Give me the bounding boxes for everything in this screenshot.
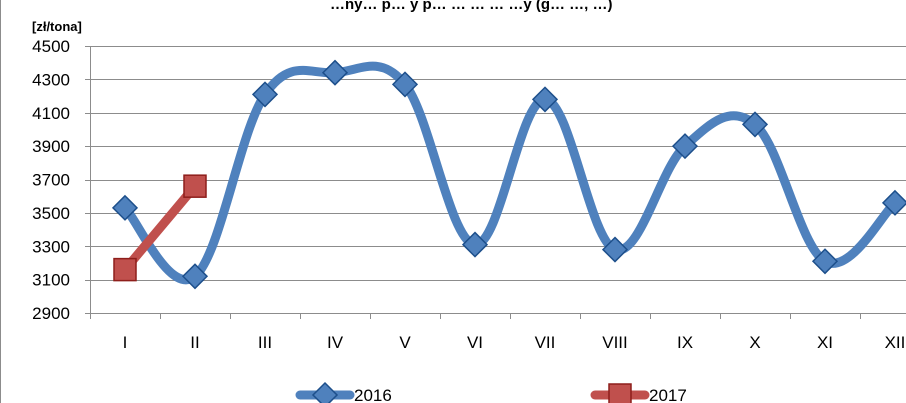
y-tick-label: 4300 xyxy=(32,70,70,89)
x-tick-label: I xyxy=(123,333,128,352)
x-tick-label: II xyxy=(190,333,199,352)
series-2016 xyxy=(111,59,906,290)
x-tick-label: X xyxy=(749,333,760,352)
x-tick-label: IX xyxy=(677,333,693,352)
data-point-2016-VII xyxy=(531,86,559,113)
series-line-2017 xyxy=(120,181,200,275)
data-series xyxy=(111,59,906,290)
y-tick-label: 3100 xyxy=(32,271,70,290)
data-point-2016-X xyxy=(741,111,769,138)
y-tick-label: 3900 xyxy=(32,137,70,156)
x-tick-label: VII xyxy=(535,333,556,352)
data-point-2016-IX xyxy=(671,133,699,160)
legend-label: 2017 xyxy=(649,386,687,403)
y-tick-label: 2900 xyxy=(32,304,70,323)
y-tick-label: 4500 xyxy=(32,37,70,56)
data-point-2016-IV xyxy=(321,59,349,86)
legend-item-2017: 2017 xyxy=(590,383,687,403)
x-tick-label: VIII xyxy=(602,333,628,352)
y-unit-label: [zł/tona] xyxy=(32,19,82,34)
y-tick-label: 3700 xyxy=(32,171,70,190)
y-tick-labels: 2900 3100 3300 3500 3700 3900 4100 4300 4500 xyxy=(32,37,70,323)
x-tick-label: XI xyxy=(817,333,833,352)
x-tick-label: VI xyxy=(467,333,483,352)
y-tick-label: 3500 xyxy=(32,204,70,223)
data-point-2016-V xyxy=(391,71,419,98)
series-line-2016 xyxy=(120,61,900,284)
x-tick-label: V xyxy=(399,333,411,352)
x-tick-label: IV xyxy=(327,333,344,352)
y-tick-label: 4100 xyxy=(32,104,70,123)
chart-title: …ny… p… y p… … … … …y (g… …, …) xyxy=(330,0,613,13)
legend-marker xyxy=(608,383,632,403)
data-point-2016-VIII xyxy=(601,236,629,263)
legend-marker xyxy=(311,381,339,403)
x-tick-label: XII xyxy=(885,333,906,352)
data-point-2016-III xyxy=(251,81,279,108)
series-2017 xyxy=(113,174,207,282)
legend-label: 2016 xyxy=(354,386,392,403)
x-tick-labels: I II III IV V VI VII VIII IX X XI XII xyxy=(123,333,906,352)
data-point-2016-II xyxy=(181,263,209,290)
legend-item-2016: 2016 xyxy=(295,381,392,403)
data-point-2016-XII xyxy=(881,189,906,216)
data-point-2016-VI xyxy=(461,231,489,258)
legend: 2016 2017 xyxy=(295,381,687,403)
data-point-2017-II xyxy=(183,174,207,198)
data-point-2016-I xyxy=(111,194,139,221)
data-point-2017-I xyxy=(113,257,137,282)
y-tick-label: 3300 xyxy=(32,237,70,256)
x-tick-label: III xyxy=(258,333,272,352)
data-point-2016-XI xyxy=(811,248,839,275)
